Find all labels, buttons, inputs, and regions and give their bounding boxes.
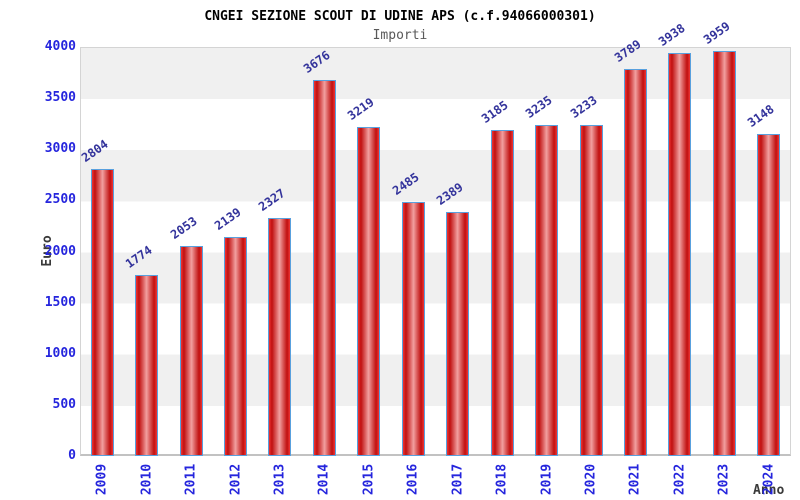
bar-2018 [490,130,514,456]
bar-2009 [90,169,114,456]
bar-2022 [668,53,692,456]
bar-2019 [535,125,559,456]
x-tick-label: 2022 [672,463,688,496]
x-tick-label: 2018 [494,463,510,496]
bar-2021 [623,68,647,456]
bar-2013 [268,218,292,456]
x-tick-label: 2024 [761,463,777,496]
bar-value-label: 3959 [700,19,733,48]
y-tick-label: 0 [68,448,76,463]
x-tick-label: 2009 [94,463,110,496]
bar-2017 [446,211,470,456]
y-tick-label: 3000 [44,141,76,157]
y-tick-label: 1000 [44,345,76,361]
bar-2024 [757,134,781,456]
bar-2023 [712,51,736,456]
chart-title: CNGEI SEZIONE SCOUT DI UDINE APS (c.f.94… [204,9,596,24]
y-tick-label: 500 [52,396,76,412]
x-tick-label: 2017 [450,463,466,496]
y-tick-label: 2000 [44,243,76,259]
x-tick-label: 2016 [405,463,421,496]
x-tick-label: 2014 [316,463,332,496]
x-tick-label: 2010 [139,463,155,496]
x-tick-label: 2015 [361,463,377,496]
x-tick-label: 2011 [183,463,199,496]
bar-2020 [579,125,603,456]
x-tick-label: 2012 [228,463,244,496]
bar-2016 [401,201,425,456]
bar-2014 [312,80,336,456]
x-tick-label: 2023 [716,463,732,496]
y-tick-label: 4000 [44,39,76,54]
bar-2011 [179,246,203,456]
y-tick-label: 1500 [44,294,76,310]
x-tick-label: 2021 [627,463,643,496]
bar-2012 [224,237,248,456]
x-tick-label: 2020 [583,463,599,496]
y-tick-label: 2500 [44,192,76,208]
x-axis-title: Anno [753,483,785,498]
bar-2015 [357,126,381,456]
chart-subtitle: Importi [372,28,428,43]
y-tick-label: 3500 [44,90,76,106]
x-tick-label: 2019 [539,463,555,496]
bar-2010 [135,274,159,456]
x-tick-label: 2013 [272,463,288,496]
